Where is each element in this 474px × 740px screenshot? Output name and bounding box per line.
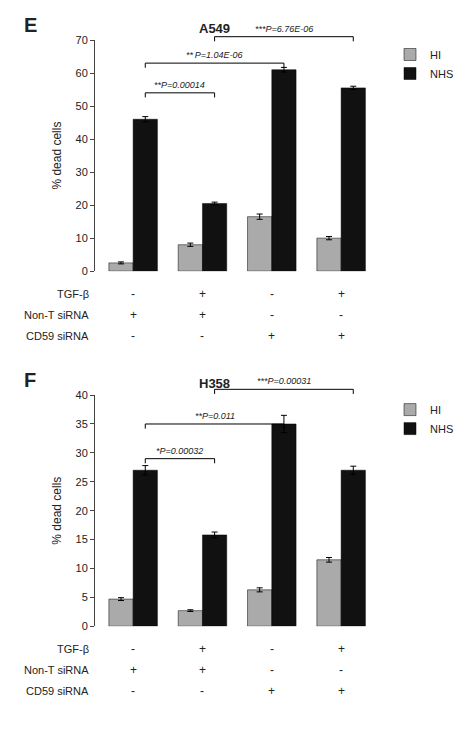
svg-text:0: 0 [82, 265, 88, 277]
svg-text:**P=0.00014: **P=0.00014 [154, 80, 205, 90]
svg-text:A549: A549 [199, 21, 230, 36]
svg-text:60: 60 [76, 67, 88, 79]
svg-text:50: 50 [76, 100, 88, 112]
svg-text:+: + [338, 287, 345, 301]
svg-text:-: - [339, 663, 343, 677]
svg-text:+: + [268, 329, 275, 343]
svg-text:10: 10 [76, 562, 88, 574]
svg-text:CD59 siRNA: CD59 siRNA [26, 330, 89, 342]
svg-text:E: E [24, 14, 37, 36]
svg-text:-: - [200, 329, 204, 343]
svg-text:Non-T siRNA: Non-T siRNA [24, 664, 89, 676]
svg-text:-: - [200, 684, 204, 698]
svg-text:TGF-β: TGF-β [57, 643, 89, 655]
svg-text:**P=0.011: **P=0.011 [195, 411, 235, 421]
svg-text:10: 10 [76, 232, 88, 244]
svg-text:+: + [199, 642, 206, 656]
svg-text:-: - [131, 287, 135, 301]
svg-text:+: + [338, 642, 345, 656]
svg-text:CD59 siRNA: CD59 siRNA [26, 685, 89, 697]
svg-text:F: F [24, 369, 36, 391]
svg-text:***P=6.76E-06: ***P=6.76E-06 [255, 24, 313, 34]
svg-text:40: 40 [76, 133, 88, 145]
svg-text:+: + [130, 308, 137, 322]
svg-text:+: + [338, 684, 345, 698]
svg-text:-: - [131, 642, 135, 656]
svg-text:NHS: NHS [430, 423, 453, 435]
svg-text:*P=0.00032: *P=0.00032 [156, 446, 203, 456]
svg-text:+: + [338, 329, 345, 343]
svg-text:20: 20 [76, 505, 88, 517]
svg-text:5: 5 [82, 591, 88, 603]
svg-text:+: + [130, 663, 137, 677]
svg-text:HI: HI [430, 49, 441, 61]
svg-text:+: + [199, 287, 206, 301]
svg-text:70: 70 [76, 34, 88, 46]
svg-text:-: - [270, 287, 274, 301]
svg-text:-: - [339, 308, 343, 322]
svg-text:30: 30 [76, 447, 88, 459]
svg-text:+: + [199, 663, 206, 677]
svg-text:HI: HI [430, 404, 441, 416]
svg-text:0: 0 [82, 620, 88, 632]
svg-text:% dead cells: % dead cells [50, 122, 64, 190]
svg-text:+: + [199, 308, 206, 322]
svg-text:H358: H358 [199, 376, 230, 391]
svg-text:-: - [270, 663, 274, 677]
svg-text:30: 30 [76, 166, 88, 178]
svg-text:Non-T siRNA: Non-T siRNA [24, 309, 89, 321]
svg-text:15: 15 [76, 533, 88, 545]
svg-text:35: 35 [76, 418, 88, 430]
svg-text:25: 25 [76, 476, 88, 488]
svg-text:***P=0.00031: ***P=0.00031 [257, 376, 311, 386]
svg-text:+: + [268, 684, 275, 698]
svg-text:NHS: NHS [430, 68, 453, 80]
svg-text:-: - [270, 642, 274, 656]
svg-text:-: - [131, 329, 135, 343]
svg-text:% dead cells: % dead cells [50, 477, 64, 545]
svg-text:20: 20 [76, 199, 88, 211]
svg-text:-: - [270, 308, 274, 322]
svg-text:40: 40 [76, 389, 88, 401]
svg-text:-: - [131, 684, 135, 698]
svg-text:** P=1.04E-06: ** P=1.04E-06 [186, 50, 243, 60]
svg-text:TGF-β: TGF-β [57, 288, 89, 300]
